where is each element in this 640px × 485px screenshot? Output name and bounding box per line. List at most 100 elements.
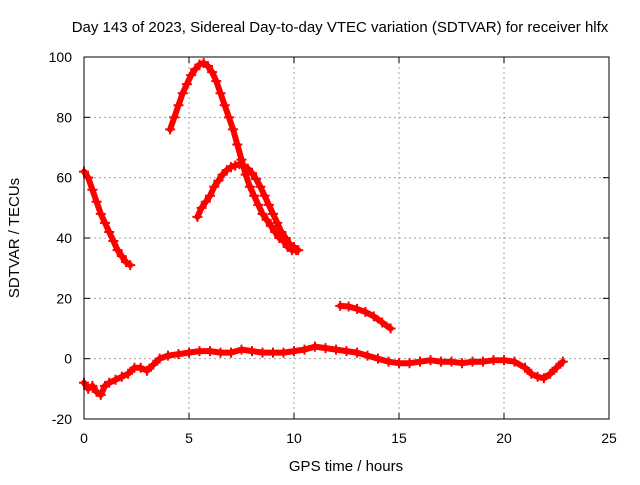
x-tick-label: 10: [286, 430, 302, 446]
data-point: [551, 362, 562, 373]
data-point: [373, 353, 383, 364]
data-point: [251, 174, 262, 185]
data-point: [310, 341, 320, 352]
data-point: [104, 226, 115, 237]
data-point: [320, 343, 331, 354]
y-tick-label: 60: [56, 170, 72, 186]
data-point: [142, 365, 152, 376]
data-point: [125, 260, 136, 271]
grid: [84, 57, 609, 419]
data-point: [377, 317, 388, 328]
data-point: [213, 175, 224, 186]
data-point: [100, 217, 110, 228]
data-point: [163, 350, 173, 361]
data-point: [112, 245, 123, 256]
data-point: [278, 347, 289, 358]
data-point: [110, 374, 121, 385]
series-track-a: [79, 166, 136, 271]
data-point: [184, 347, 194, 358]
data-point: [91, 196, 102, 207]
y-tick-label: 40: [56, 230, 72, 246]
data-point: [116, 251, 127, 262]
data-point: [104, 377, 115, 388]
data-point: [181, 79, 192, 90]
data-point: [276, 226, 287, 237]
series-track-d: [335, 300, 396, 334]
data-point: [467, 356, 478, 367]
data-point: [232, 139, 243, 150]
data-point: [87, 184, 98, 195]
data-point: [532, 371, 543, 382]
series-track-b: [165, 58, 302, 256]
data-point: [368, 311, 379, 322]
data-point: [394, 358, 404, 369]
x-tick-label: 0: [80, 430, 88, 446]
data-point: [87, 380, 98, 391]
data-point: [173, 100, 184, 111]
data-point: [249, 190, 260, 201]
data-point: [299, 344, 310, 355]
data-point: [436, 356, 446, 367]
data-point: [341, 346, 352, 357]
data-point: [194, 346, 205, 357]
y-tick-label: 20: [56, 290, 72, 306]
data-point: [457, 358, 467, 369]
data-points: [79, 58, 568, 400]
data-point: [545, 368, 556, 379]
data-point: [352, 347, 362, 358]
data-point: [135, 362, 146, 373]
data-point: [196, 202, 207, 213]
data-point: [259, 190, 270, 201]
x-tick-label: 5: [185, 430, 193, 446]
data-point: [268, 208, 278, 219]
data-point: [205, 190, 215, 201]
ticks: 0 5 10 15 20 25 -20 0 20 40 60 80 100: [49, 49, 617, 446]
data-point: [268, 347, 278, 358]
data-point: [116, 371, 127, 382]
data-point: [499, 355, 509, 366]
data-point: [223, 112, 234, 123]
data-point: [95, 389, 106, 400]
chart-title: Day 143 of 2023, Sidereal Day-to-day VTE…: [72, 19, 609, 36]
data-point: [557, 356, 568, 367]
data-point: [257, 208, 268, 219]
data-point: [404, 358, 415, 369]
data-point: [202, 61, 213, 72]
data-point: [255, 181, 266, 192]
data-point: [228, 124, 239, 135]
data-point: [526, 368, 537, 379]
data-point: [236, 344, 247, 355]
data-point: [383, 356, 394, 367]
data-point: [265, 220, 276, 231]
data-point: [335, 300, 346, 311]
plot-frame: [83, 56, 610, 420]
x-tick-label: 25: [601, 430, 617, 446]
data-point: [83, 172, 94, 183]
data-point: [205, 346, 215, 357]
y-tick-label: -20: [52, 411, 72, 427]
data-point: [520, 362, 530, 373]
x-axis-label: GPS time / hours: [289, 458, 403, 475]
data-point: [177, 88, 188, 99]
data-point: [343, 301, 354, 312]
x-tick-label: 15: [391, 430, 407, 446]
data-point: [200, 196, 211, 207]
data-point: [247, 346, 257, 357]
data-point: [148, 359, 159, 370]
data-point: [362, 350, 373, 361]
data-point: [488, 355, 499, 366]
data-point: [209, 181, 220, 192]
series-track-c: [192, 159, 304, 256]
series-line: [81, 343, 566, 398]
y-tick-label: 80: [56, 109, 72, 125]
data-point: [192, 211, 203, 222]
data-point: [289, 346, 299, 357]
data-point: [446, 356, 457, 367]
data-point: [207, 67, 218, 78]
data-point: [108, 236, 119, 247]
data-point: [244, 181, 255, 192]
x-tick-label: 20: [496, 430, 512, 446]
data-point: [219, 100, 230, 111]
data-point: [165, 124, 176, 135]
